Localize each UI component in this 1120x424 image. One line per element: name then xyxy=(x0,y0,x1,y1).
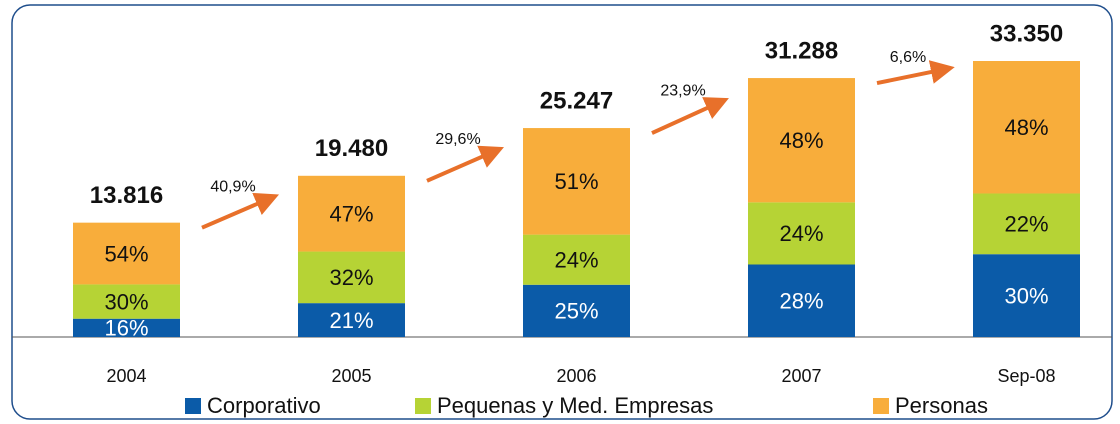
value-label: 51% xyxy=(554,169,598,194)
frame xyxy=(11,4,1113,420)
bar-segment xyxy=(973,254,1080,337)
growth-arrow xyxy=(426,145,504,183)
value-label: 22% xyxy=(1004,212,1048,237)
value-label: 30% xyxy=(1004,283,1048,308)
total-label: 19.480 xyxy=(315,135,388,162)
x-tick-label: 2007 xyxy=(781,366,821,386)
growth-label: 6,6% xyxy=(890,49,926,66)
x-tick-label: 2006 xyxy=(556,366,596,386)
bar-segment xyxy=(298,251,405,304)
x-tick-label: 2005 xyxy=(331,366,371,386)
value-label: 48% xyxy=(1004,115,1048,140)
bar-segment xyxy=(973,61,1080,194)
legend-label: Pequenas y Med. Empresas xyxy=(437,393,713,418)
growth-arrow xyxy=(876,60,955,86)
growth-label: 23,9% xyxy=(660,82,705,99)
legend-swatch xyxy=(415,398,431,414)
bar-segment xyxy=(298,175,405,252)
value-label: 30% xyxy=(104,289,148,314)
value-label: 48% xyxy=(779,128,823,153)
total-label: 13.816 xyxy=(90,182,163,209)
value-label: 24% xyxy=(554,248,598,273)
bar-segment xyxy=(748,264,855,337)
value-label: 54% xyxy=(104,241,148,266)
bar-segment xyxy=(73,284,180,319)
bar-segment xyxy=(523,284,630,337)
legend-label: Corporativo xyxy=(207,393,321,418)
bar-segment xyxy=(298,303,405,337)
growth-label: 40,9% xyxy=(210,178,255,195)
value-label: 25% xyxy=(554,299,598,324)
total-label: 25.247 xyxy=(540,87,613,114)
growth-label: 29,6% xyxy=(435,131,480,148)
value-label: 21% xyxy=(329,308,373,333)
value-label: 47% xyxy=(329,201,373,226)
legend-swatch xyxy=(873,398,889,414)
bar-segment xyxy=(73,318,180,337)
value-label: 24% xyxy=(779,221,823,246)
legend-label: Personas xyxy=(895,393,988,418)
legend-swatch xyxy=(185,398,201,414)
bar-segment xyxy=(73,222,180,285)
bar-segment xyxy=(523,234,630,285)
total-label: 31.288 xyxy=(765,37,838,64)
value-label: 16% xyxy=(104,316,148,341)
bar-segment xyxy=(973,193,1080,255)
x-tick-label: 2004 xyxy=(106,366,146,386)
value-label: 32% xyxy=(329,265,373,290)
growth-arrow xyxy=(201,192,280,230)
x-tick-label: Sep-08 xyxy=(997,366,1055,386)
bar-segment xyxy=(523,128,630,235)
bar-segment xyxy=(748,78,855,203)
growth-arrow xyxy=(651,97,729,135)
value-label: 28% xyxy=(779,289,823,314)
total-label: 33.350 xyxy=(990,20,1063,47)
bar-segment xyxy=(748,202,855,265)
